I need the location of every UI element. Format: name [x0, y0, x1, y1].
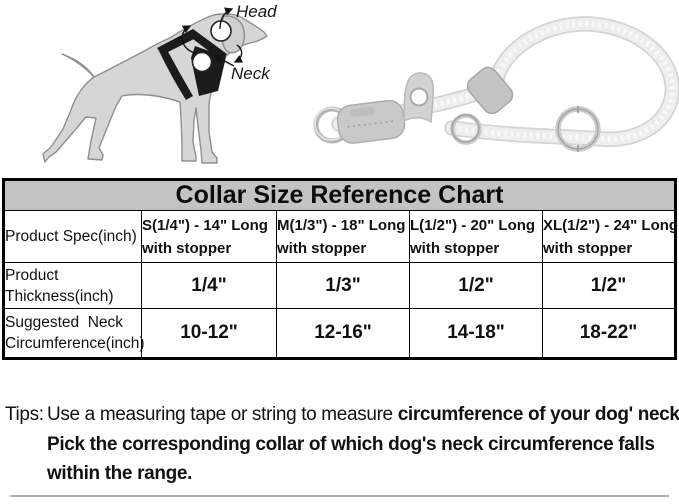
harness-neck-strap: [189, 29, 227, 61]
neck-circumference-row: Suggested Neck Circumference(inch) 10-12…: [3, 308, 676, 359]
tips-line-2: Pick the corresponding collar of which d…: [47, 433, 655, 455]
thickness-value-m: 1/3": [276, 262, 410, 309]
neck-measure-arrow-right: [233, 44, 244, 63]
neck-row-label: Suggested Neck Circumference(inch): [3, 308, 145, 359]
neck-marker-circle: [191, 51, 213, 73]
tips-section: Tips: Use a measuring tape or string to …: [5, 400, 679, 489]
size-column-header-m: M(1/3") - 18" Long with stopper: [276, 210, 410, 263]
size-l-stopper: with stopper: [410, 239, 500, 257]
thickness-value-s: 1/4": [141, 262, 277, 309]
tips-line1-bold: circumference of your dog' neck.: [397, 404, 679, 425]
thickness-value-l: 1/2": [409, 262, 543, 309]
neck-pointer-arrow: [213, 55, 235, 67]
neck-value-m: 12-16": [276, 308, 410, 359]
size-column-header-s: S(1/4") - 14" Long with stopper: [141, 210, 277, 263]
table-title-row: Collar Size Reference Chart: [3, 179, 676, 211]
size-s-name: S(1/4") - 14" Long: [142, 216, 268, 234]
collar-tab-hole: [409, 87, 429, 107]
neck-value-s: 10-12": [141, 308, 277, 359]
harness-girth-strap: [159, 48, 193, 100]
wrap-body: [466, 66, 514, 115]
thickness-row-label: Product Thickness(inch): [3, 262, 142, 309]
size-column-header-xl: XL(1/2") - 24" Long with stopper: [542, 210, 679, 263]
head-label: Head: [236, 2, 277, 21]
size-s-stopper: with stopper: [142, 239, 232, 257]
corner-header: Product Spec(inch): [3, 210, 142, 263]
neck-label: Neck: [231, 64, 271, 83]
neck-label-line2: Circumference(inch): [5, 335, 145, 352]
dog-harness: [157, 29, 227, 100]
harness-withers-strap: [157, 29, 198, 55]
neck-value-xl: 18-22": [542, 308, 676, 359]
dog-diagram: Head Neck: [42, 2, 277, 164]
tips-body: Use a measuring tape or string to measur…: [47, 400, 679, 489]
collar-leather-sleeve: [336, 99, 406, 144]
table-header-row: Product Spec(inch) S(1/4") - 14" Long wi…: [3, 210, 679, 263]
neck-value-l: 14-18": [409, 308, 543, 359]
thickness-label-line1: Product: [5, 266, 59, 284]
size-xl-stopper: with stopper: [543, 239, 633, 257]
collar-small-ring-outline: [451, 114, 480, 143]
thickness-row: Product Thickness(inch) 1/4" 1/3" 1/2" 1…: [3, 262, 676, 309]
size-m-name: M(1/3") - 18" Long: [277, 216, 406, 234]
head-pointer-arrow: [219, 7, 234, 30]
top-illustrations: Head Neck: [0, 0, 679, 178]
neck-measure-arrow-left: [181, 25, 196, 54]
sleeve-tag: [350, 106, 375, 117]
sleeve-body: [336, 99, 406, 144]
tips-line-1: Use a measuring tape or string to measur…: [47, 400, 679, 430]
tips-line-3: within the range.: [47, 463, 193, 484]
size-column-header-l: L(1/2") - 20" Long with stopper: [409, 210, 543, 263]
tips-line1-regular: Use a measuring tape or string to measur…: [47, 404, 398, 425]
thickness-value-xl: 1/2": [542, 262, 676, 309]
collar-photo: [313, 16, 679, 152]
size-chart-table: Collar Size Reference Chart Product Spec…: [2, 178, 679, 360]
thickness-label-line2: Thickness(inch): [5, 287, 114, 305]
size-xl-name: XL(1/2") - 24" Long: [543, 216, 679, 234]
illustration-svg: Head Neck: [42, 2, 679, 164]
collar-leather-wrap: [466, 66, 514, 115]
size-m-stopper: with stopper: [277, 239, 367, 257]
size-l-name: L(1/2") - 20" Long: [410, 216, 536, 234]
tips-label: Tips:: [5, 404, 44, 425]
bottom-divider: [10, 495, 669, 497]
neck-label-line1: Suggested Neck: [5, 314, 124, 331]
table-title: Collar Size Reference Chart: [3, 179, 676, 211]
